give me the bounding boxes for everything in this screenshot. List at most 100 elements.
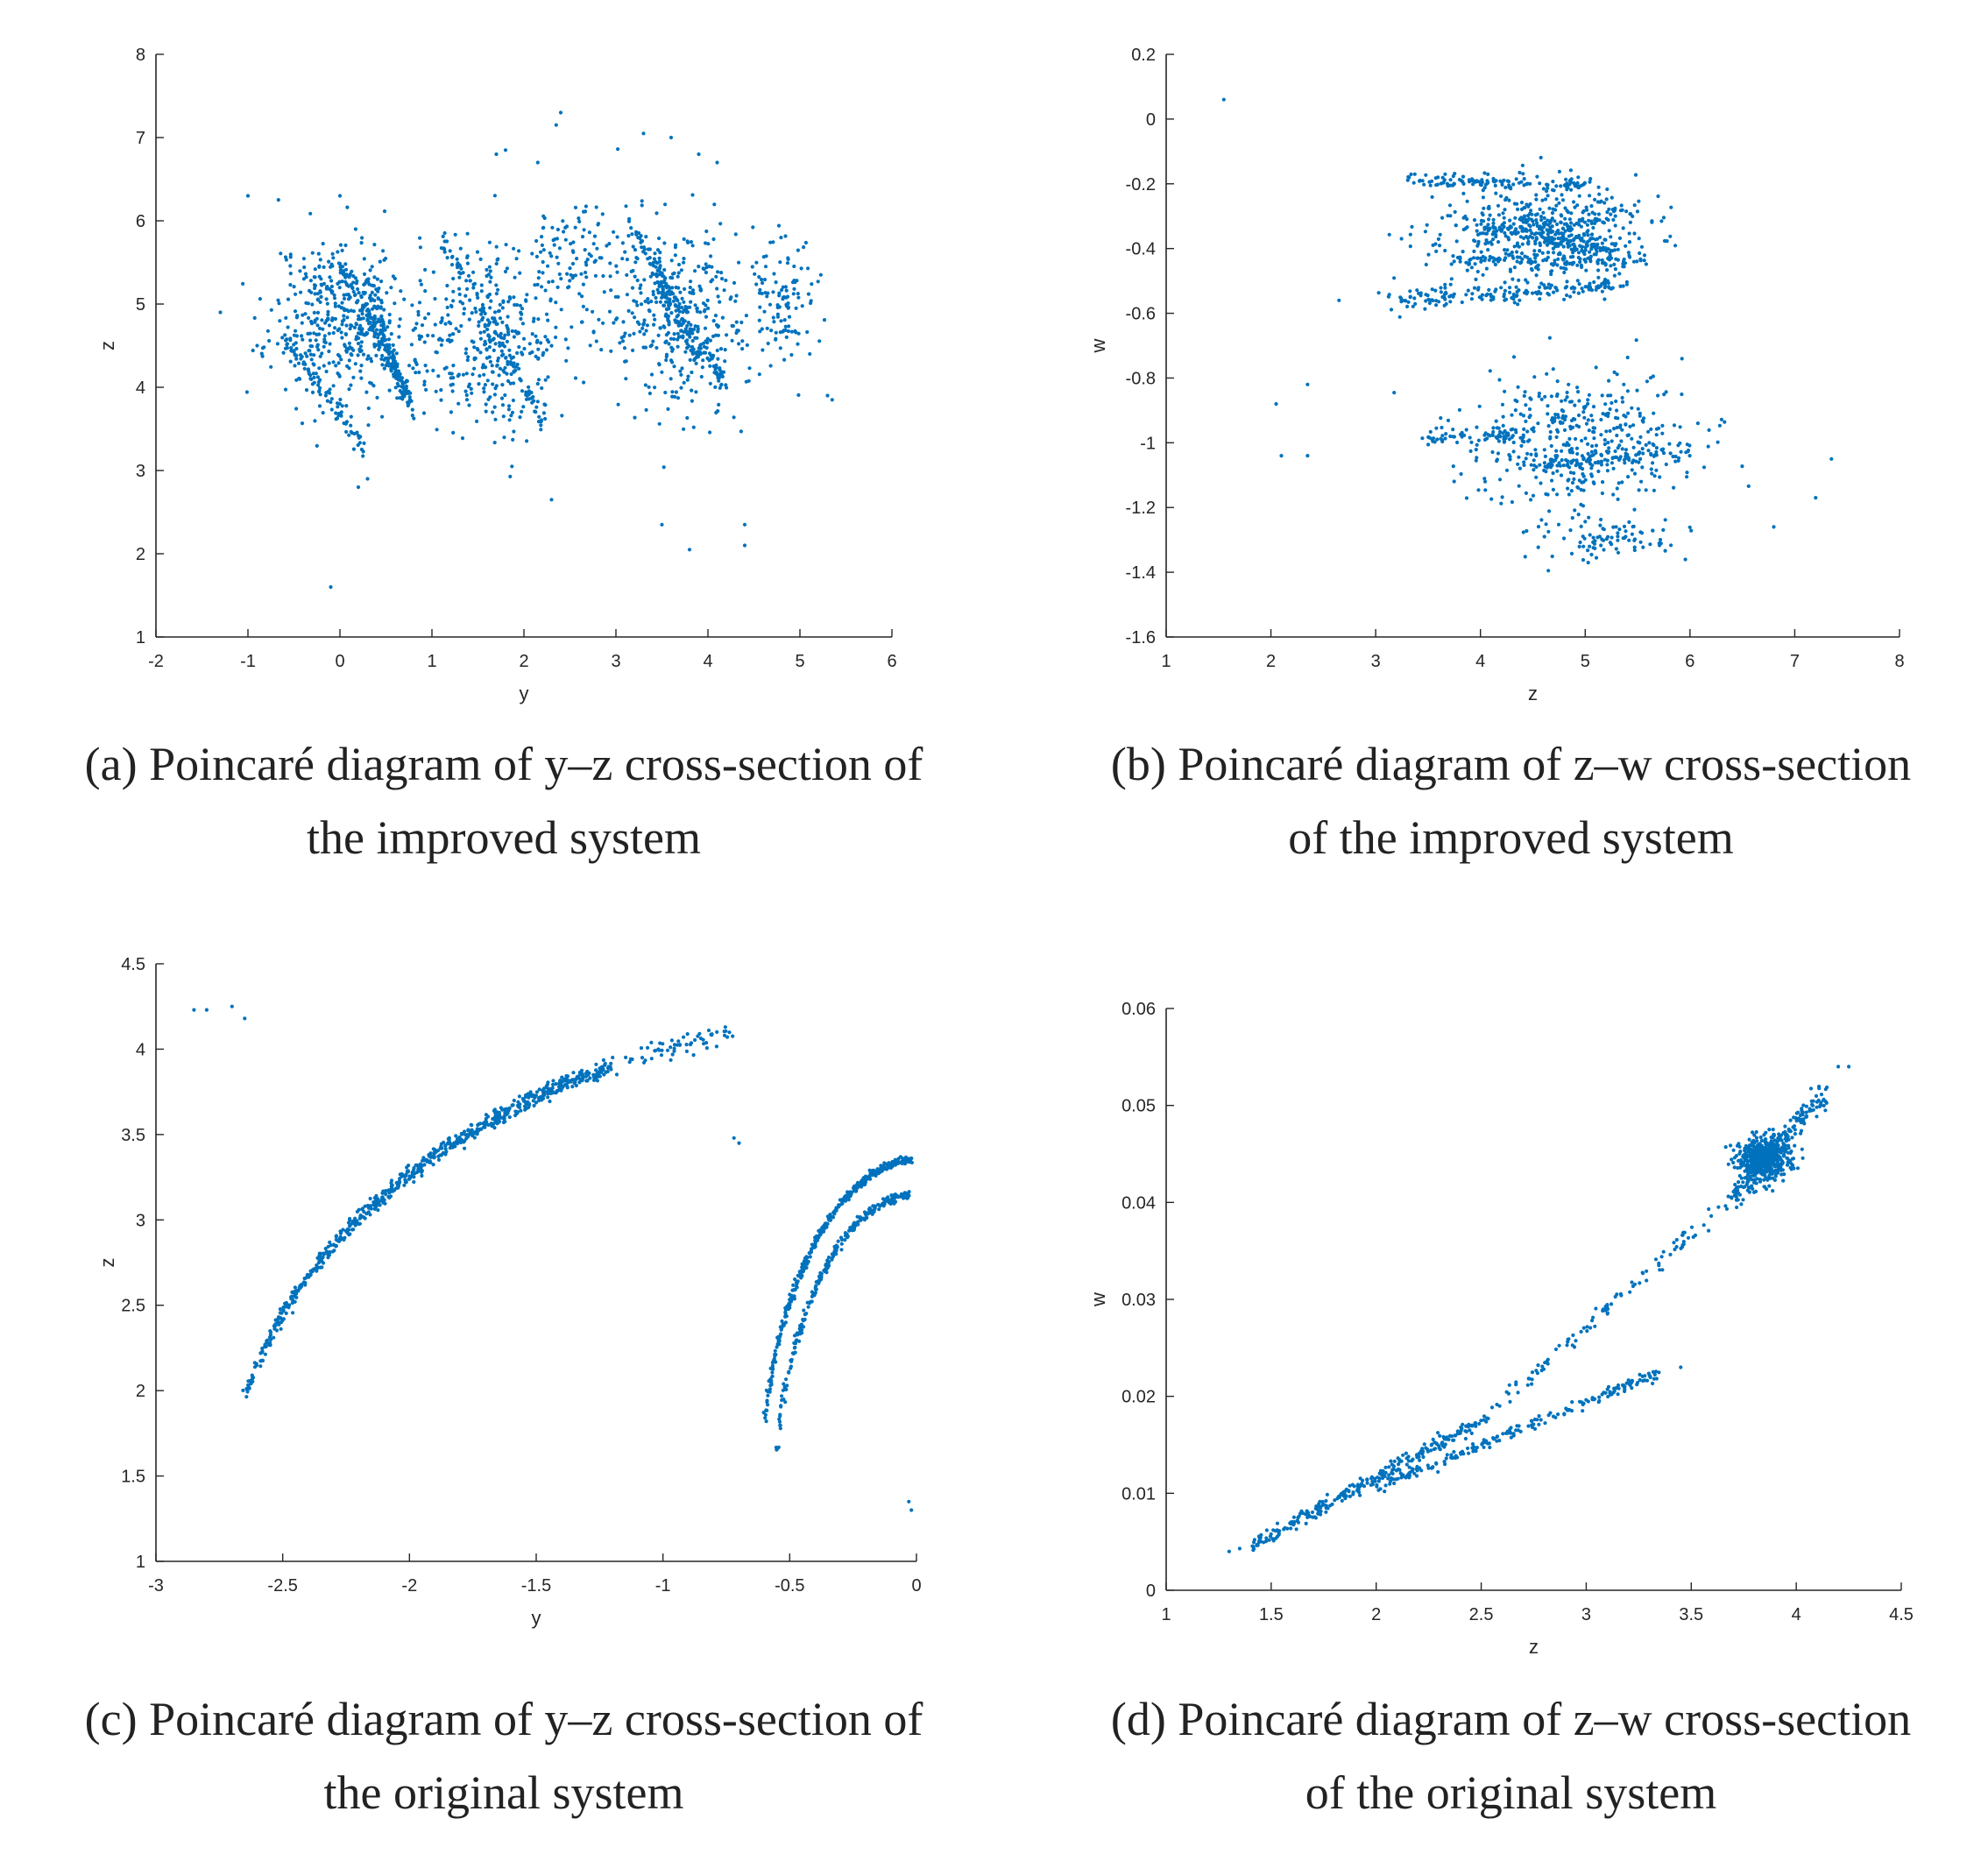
data-point bbox=[364, 390, 369, 394]
data-point bbox=[1546, 424, 1551, 428]
data-point bbox=[374, 353, 378, 357]
data-point bbox=[349, 429, 353, 434]
data-point bbox=[1624, 451, 1628, 456]
data-point bbox=[1706, 444, 1710, 449]
data-point bbox=[537, 414, 541, 419]
data-point bbox=[309, 357, 314, 362]
data-point bbox=[1632, 548, 1637, 553]
data-point bbox=[1449, 277, 1454, 281]
data-point bbox=[764, 1388, 769, 1392]
data-point bbox=[1638, 435, 1643, 439]
data-point bbox=[1772, 525, 1776, 529]
data-point bbox=[1553, 232, 1558, 237]
data-point bbox=[782, 318, 787, 322]
data-point bbox=[1606, 280, 1610, 286]
data-point bbox=[1567, 228, 1571, 232]
data-point bbox=[1534, 273, 1539, 278]
data-point bbox=[1668, 451, 1673, 456]
data-point bbox=[1405, 178, 1410, 182]
data-point bbox=[780, 1325, 784, 1329]
data-point bbox=[449, 410, 454, 414]
data-point bbox=[563, 1082, 568, 1086]
data-point bbox=[689, 280, 693, 284]
data-point bbox=[338, 265, 343, 269]
data-point bbox=[470, 372, 475, 377]
data-point bbox=[640, 203, 644, 208]
data-point bbox=[1701, 465, 1707, 470]
data-point bbox=[1602, 237, 1607, 242]
data-point bbox=[359, 364, 364, 368]
data-point bbox=[527, 1095, 531, 1100]
data-point bbox=[642, 278, 647, 282]
data-point bbox=[329, 407, 334, 412]
data-point bbox=[685, 415, 690, 421]
data-point bbox=[306, 367, 310, 372]
data-point bbox=[1452, 259, 1456, 264]
data-point bbox=[386, 364, 391, 368]
data-point bbox=[395, 362, 400, 366]
data-point bbox=[1472, 249, 1476, 253]
data-point bbox=[1582, 406, 1587, 411]
data-point bbox=[366, 406, 371, 411]
data-point bbox=[1490, 232, 1495, 237]
data-point bbox=[1673, 244, 1678, 248]
data-point bbox=[695, 336, 699, 340]
data-point bbox=[1580, 244, 1584, 249]
data-point bbox=[1611, 466, 1616, 471]
data-point bbox=[391, 353, 395, 357]
data-point bbox=[1556, 522, 1561, 527]
data-point bbox=[1514, 285, 1518, 289]
data-point bbox=[327, 331, 331, 336]
data-point bbox=[549, 498, 554, 502]
data-point bbox=[1514, 177, 1518, 181]
data-point bbox=[834, 1208, 838, 1213]
data-point bbox=[1636, 407, 1640, 411]
data-point bbox=[1575, 263, 1580, 267]
data-point bbox=[555, 255, 559, 259]
data-point bbox=[1626, 433, 1631, 437]
y-tick-label: 3 bbox=[136, 462, 145, 481]
data-point bbox=[1481, 272, 1485, 277]
data-point bbox=[697, 265, 701, 269]
data-point bbox=[1618, 284, 1623, 288]
data-point bbox=[1573, 417, 1577, 421]
data-point bbox=[1566, 459, 1570, 464]
data-point bbox=[758, 329, 762, 334]
data-point bbox=[506, 407, 512, 412]
data-point bbox=[1609, 235, 1613, 239]
data-point bbox=[663, 202, 668, 207]
data-point bbox=[1609, 212, 1613, 216]
data-point bbox=[566, 1079, 570, 1085]
data-point bbox=[594, 1062, 598, 1066]
data-point bbox=[366, 354, 371, 358]
data-point bbox=[583, 248, 587, 252]
data-point bbox=[1480, 297, 1484, 301]
data-point bbox=[1530, 427, 1534, 431]
data-point bbox=[343, 332, 348, 336]
data-point bbox=[483, 1120, 487, 1124]
data-point bbox=[1486, 248, 1490, 252]
data-point bbox=[1642, 253, 1647, 258]
data-point bbox=[783, 324, 788, 329]
data-point bbox=[1500, 227, 1504, 232]
data-point bbox=[513, 368, 518, 372]
data-point bbox=[288, 252, 293, 257]
data-point bbox=[1544, 237, 1548, 242]
data-point bbox=[1487, 217, 1491, 222]
data-point bbox=[1607, 229, 1611, 233]
data-point bbox=[1599, 517, 1603, 522]
data-point bbox=[1448, 178, 1453, 182]
data-point bbox=[647, 256, 652, 260]
data-point bbox=[269, 308, 273, 312]
data-point bbox=[521, 336, 527, 341]
data-point bbox=[662, 241, 667, 245]
data-point bbox=[783, 1311, 788, 1315]
data-point bbox=[1608, 541, 1612, 545]
data-point bbox=[283, 1305, 287, 1309]
data-point bbox=[1550, 211, 1555, 216]
data-point bbox=[713, 314, 718, 318]
data-point bbox=[1513, 408, 1518, 413]
data-point bbox=[340, 319, 345, 323]
data-point bbox=[1529, 452, 1533, 456]
data-point bbox=[499, 331, 503, 336]
